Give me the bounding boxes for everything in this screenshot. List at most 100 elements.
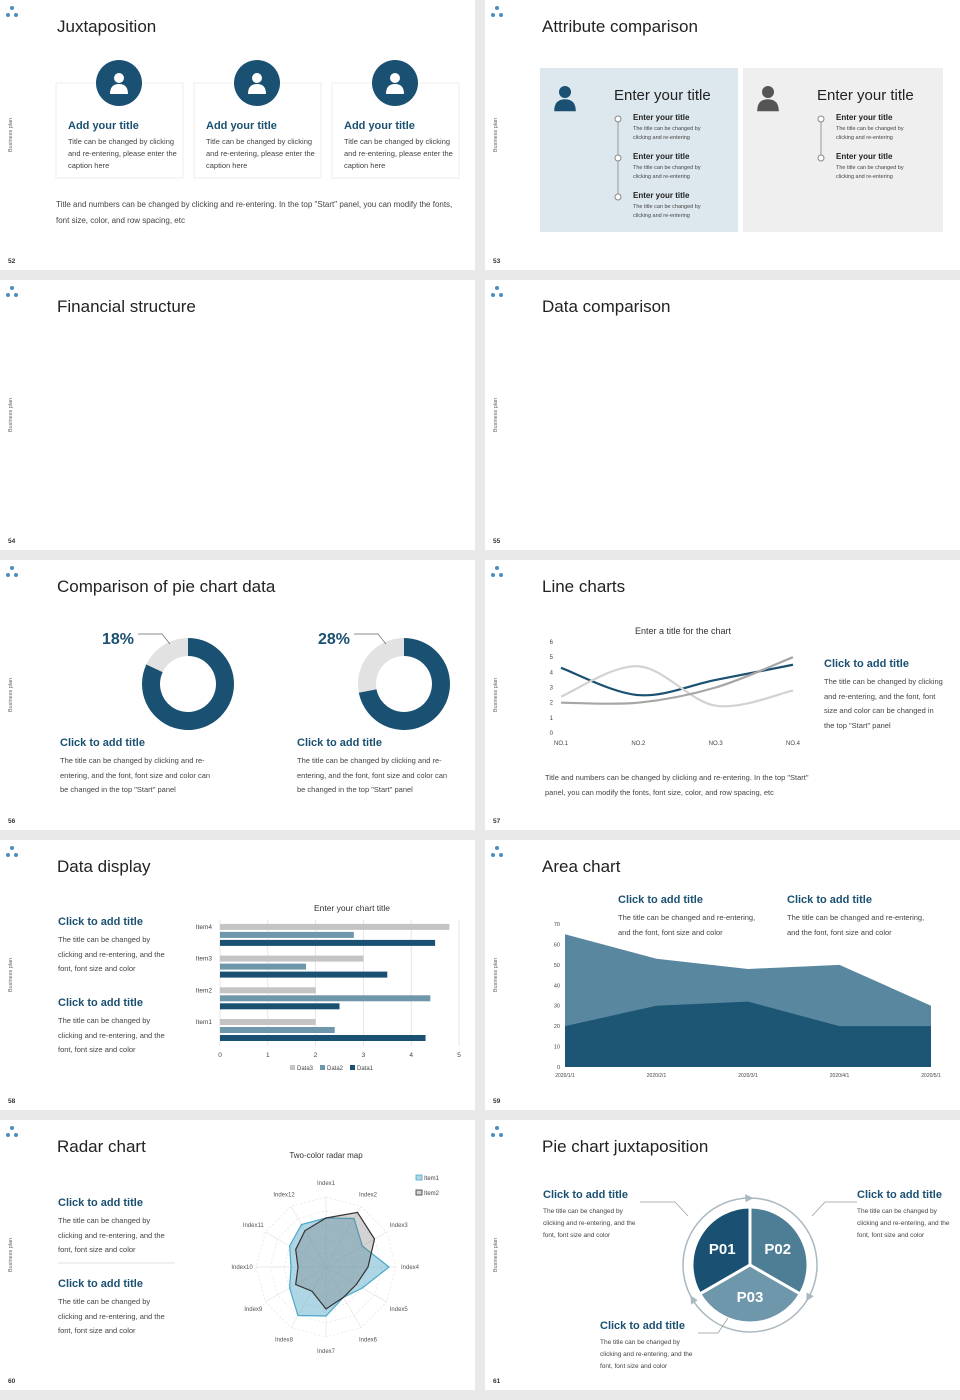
logo-dot [14, 1133, 18, 1137]
timeline-dot [614, 193, 622, 201]
person-body [554, 99, 576, 112]
card-text: Title can be changed by clicking and re-… [344, 137, 453, 170]
chart-title: Two-color radar map [289, 1151, 363, 1160]
block-title: Click to add title [543, 1189, 628, 1201]
logo-dot [6, 1133, 10, 1137]
logo-dot [495, 6, 499, 10]
sidebar-label: Business plan [493, 118, 499, 152]
person-head [762, 86, 774, 98]
item-title: Enter your title [633, 113, 690, 122]
bar [220, 995, 431, 1002]
y-tick-label: 20 [554, 1024, 560, 1030]
sidebar-label: Business plan [493, 398, 499, 432]
axis-label: Index7 [317, 1349, 336, 1355]
logo-dot [6, 853, 10, 857]
item-text: The title can be changed by clicking and… [633, 204, 701, 219]
bar [220, 963, 307, 970]
logo-dot [491, 293, 495, 297]
x-tick-label: 2020/5/1 [921, 1073, 941, 1079]
y-tick-label: Item2 [196, 987, 213, 994]
leader-line [138, 633, 171, 645]
x-tick-label: 2020/2/1 [647, 1073, 667, 1079]
logo-dot [495, 1126, 499, 1130]
legend-swatch [320, 1065, 325, 1070]
page-number: 57 [493, 818, 501, 825]
item-text: The title can be changed by clicking and… [836, 126, 904, 141]
logo-dot [491, 573, 495, 577]
x-tick-label: 0 [218, 1052, 222, 1059]
slide-graphics: Business plan 57 Enter a title for the cha… [491, 566, 801, 825]
logo-dot [10, 286, 14, 290]
block-text: The title can be changed by clicking and… [58, 1016, 165, 1054]
logo-dot [499, 293, 503, 297]
x-tick-label: 2020/4/1 [830, 1073, 850, 1079]
donut-rest [142, 638, 234, 730]
y-tick-label: 2 [550, 701, 554, 707]
slide-title: Juxtaposition [57, 17, 157, 36]
item-title: Enter your title [836, 113, 893, 122]
sidebar-label: Business plan [8, 118, 14, 152]
slide: Business plan 56 18% 28% Comparison of pie c… [0, 560, 475, 830]
slide-graphics: Business plan 53 [491, 6, 943, 265]
panel-title: Enter your title [614, 87, 711, 104]
slide-title: Attribute comparison [542, 17, 698, 36]
block-title: Click to add title [58, 1197, 143, 1209]
x-tick-label: 2 [314, 1052, 318, 1059]
bar [220, 1027, 335, 1033]
page-number: 54 [8, 538, 16, 545]
logo-dot [491, 853, 495, 857]
timeline-dot [614, 154, 622, 162]
logo-dot [491, 1133, 495, 1137]
logo-dot [495, 846, 499, 850]
axis-label: Index1 [317, 1181, 336, 1187]
logo-dot [14, 853, 18, 857]
y-tick-label: 4 [550, 670, 554, 676]
card-text: Title can be changed by clicking and re-… [68, 137, 177, 170]
x-tick-label: NO.4 [786, 741, 801, 747]
connector [640, 1201, 689, 1217]
item-text: The title can be changed by clicking and… [633, 165, 701, 180]
block-text: The title can be changed by clicking and… [297, 756, 448, 794]
y-tick-label: 6 [550, 640, 554, 646]
legend-label: Data1 [357, 1066, 374, 1072]
person-body [110, 84, 128, 94]
ring-arrow [806, 1292, 814, 1302]
slide-title: Financial structure [57, 297, 196, 316]
logo-dot [495, 286, 499, 290]
axis-label: Index11 [243, 1223, 265, 1229]
donut-slice [358, 638, 404, 693]
pie-value: 28% [318, 631, 350, 648]
line-series [560, 665, 794, 708]
logo-dot [10, 846, 14, 850]
block-text: The title can be changed by clicking and… [857, 1208, 950, 1239]
radar-series [295, 1211, 376, 1310]
donut-slice [146, 638, 188, 673]
legend-label: Data2 [327, 1066, 344, 1072]
legend-swatch [350, 1065, 355, 1070]
panel-title: Enter your title [817, 87, 914, 104]
pie-value: 18% [102, 631, 134, 648]
page-number: 58 [8, 1098, 16, 1105]
slide-graphics: Business plan 56 18% 28% [6, 566, 450, 825]
logo-dot [14, 13, 18, 17]
y-tick-label: 60 [554, 942, 560, 948]
slide-title: Line charts [542, 577, 626, 596]
bar [220, 923, 450, 930]
y-tick-label: 10 [554, 1045, 560, 1051]
logo-dot [10, 1126, 14, 1130]
timeline-dot [817, 154, 825, 162]
y-tick-label: 0 [557, 1065, 560, 1071]
block-title: Click to add title [857, 1189, 942, 1201]
leader-line [354, 633, 387, 645]
logo-dot [499, 13, 503, 17]
block-title: Click to add title [600, 1320, 685, 1332]
donut-rest [358, 638, 450, 730]
connector [698, 1317, 729, 1334]
axis-label: Index4 [401, 1265, 420, 1271]
y-tick-label: 40 [554, 983, 560, 989]
item-title: Enter your title [633, 191, 690, 200]
bar [220, 1019, 316, 1025]
axis-label: Index5 [390, 1307, 409, 1313]
person-body [248, 84, 266, 94]
